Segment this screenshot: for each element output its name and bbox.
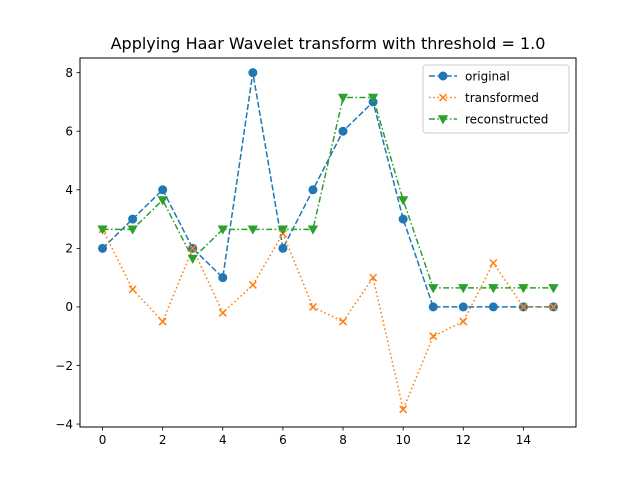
data-point-reconstructed xyxy=(307,225,319,235)
data-point-transformed xyxy=(338,317,348,326)
data-point-reconstructed xyxy=(458,284,469,294)
data-point-transformed xyxy=(489,258,498,268)
data-point-transformed xyxy=(429,332,438,341)
y-tick-label: 8 xyxy=(65,66,73,80)
legend-item-original: original xyxy=(429,70,510,84)
data-point-transformed xyxy=(248,280,257,289)
data-point-reconstructed xyxy=(217,225,228,235)
data-point-reconstructed xyxy=(488,284,499,294)
series-transformed xyxy=(98,225,558,414)
data-point-original xyxy=(458,302,468,312)
data-point-original xyxy=(428,302,438,312)
legend-item-transformed: transformed xyxy=(429,91,539,105)
data-point-transformed xyxy=(308,302,318,311)
x-tick-label: 0 xyxy=(99,433,107,447)
data-point-reconstructed xyxy=(157,196,168,206)
legend-marker-transformed xyxy=(438,93,448,102)
data-point-transformed xyxy=(128,285,137,294)
data-point-original xyxy=(488,302,498,312)
data-point-transformed xyxy=(218,308,227,317)
data-point-transformed xyxy=(549,302,558,311)
data-point-original xyxy=(248,68,258,78)
data-point-reconstructed xyxy=(428,284,439,294)
series-reconstructed xyxy=(97,93,559,294)
y-axis: −4 −2 0 2 4 6 8 xyxy=(55,66,80,431)
data-point-original xyxy=(98,243,108,253)
legend-box xyxy=(422,64,570,134)
data-point-reconstructed xyxy=(97,225,108,235)
data-point-reconstructed xyxy=(367,93,379,103)
data-point-transformed xyxy=(188,244,197,253)
y-tick-label: 0 xyxy=(65,300,73,314)
x-tick-label: 10 xyxy=(396,433,411,447)
data-point-reconstructed xyxy=(518,284,529,294)
data-point-original xyxy=(218,273,228,283)
data-point-transformed xyxy=(369,273,378,282)
x-tick-label: 14 xyxy=(516,433,531,447)
data-point-reconstructed xyxy=(247,225,259,235)
legend-label-reconstructed: reconstructed xyxy=(465,113,548,127)
legend-item-reconstructed: reconstructed xyxy=(429,113,548,127)
legend-label-original: original xyxy=(465,70,510,84)
series-layer xyxy=(97,68,559,414)
x-tick-label: 8 xyxy=(339,433,347,447)
x-tick-label: 12 xyxy=(456,433,471,447)
data-point-original xyxy=(338,126,348,136)
data-point-reconstructed xyxy=(397,196,409,206)
data-point-reconstructed xyxy=(187,254,198,264)
data-point-transformed xyxy=(519,302,528,311)
y-tick-label: 6 xyxy=(65,125,73,139)
y-tick-label: −2 xyxy=(55,359,73,373)
data-point-original xyxy=(308,185,318,195)
x-tick-label: 2 xyxy=(159,433,167,447)
plot-area-frame xyxy=(79,57,577,428)
legend-marker-original xyxy=(438,71,448,81)
x-tick-label: 4 xyxy=(219,433,227,447)
legend: original transformed reconstructed xyxy=(422,64,570,134)
data-point-transformed xyxy=(399,405,408,414)
y-tick-label: 4 xyxy=(65,183,73,197)
data-point-reconstructed xyxy=(277,225,289,235)
data-point-original xyxy=(128,214,138,224)
y-tick-label: 2 xyxy=(65,242,73,256)
chart-title: Applying Haar Wavelet transform with thr… xyxy=(111,34,546,53)
data-point-original xyxy=(158,185,168,195)
series-line-transformed xyxy=(101,228,554,412)
data-point-reconstructed xyxy=(127,225,138,235)
legend-marker-reconstructed xyxy=(437,115,449,125)
data-point-transformed xyxy=(459,317,468,326)
y-tick-label: −4 xyxy=(55,417,73,431)
series-line-reconstructed xyxy=(102,96,554,289)
data-point-original xyxy=(398,214,408,224)
data-point-transformed xyxy=(158,317,167,326)
data-point-reconstructed xyxy=(548,284,559,294)
x-tick-label: 6 xyxy=(279,433,287,447)
legend-label-transformed: transformed xyxy=(465,91,539,105)
x-axis: 0 2 4 6 8 10 12 14 xyxy=(99,427,531,447)
data-point-reconstructed xyxy=(337,93,349,103)
data-point-original xyxy=(278,243,288,253)
